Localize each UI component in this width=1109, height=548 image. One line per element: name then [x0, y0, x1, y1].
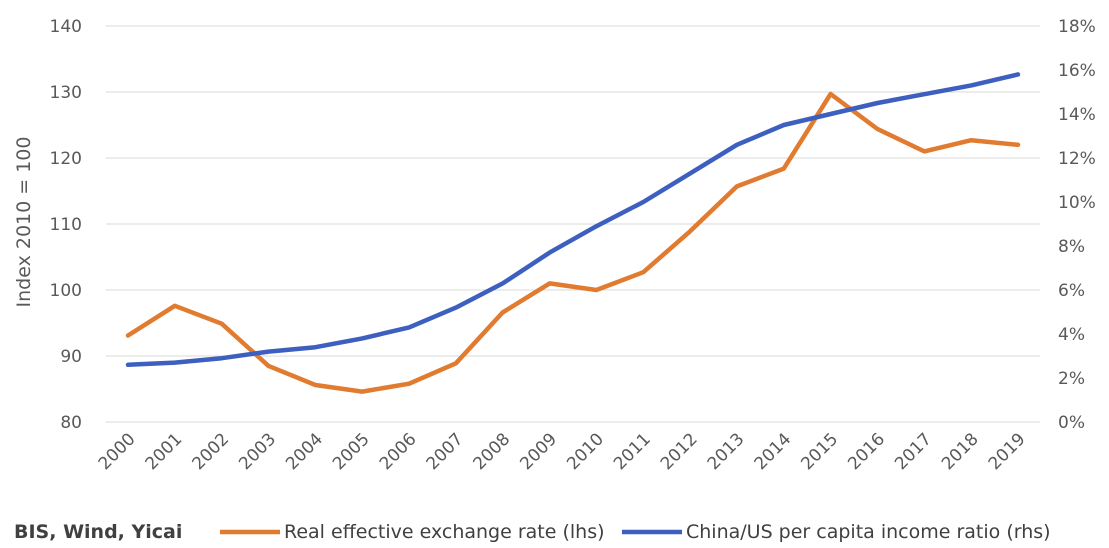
x-tick-2013: 2013 — [704, 429, 749, 474]
x-tick-2004: 2004 — [282, 429, 327, 474]
legend-label-real-effective-exchange-rate: Real effective exchange rate (lhs) — [284, 521, 605, 543]
source-label: BIS, Wind, Yicai — [14, 521, 182, 543]
x-tick-2001: 2001 — [142, 429, 187, 474]
left-tick-90: 90 — [60, 347, 82, 367]
x-tick-2016: 2016 — [844, 429, 889, 474]
x-tick-2007: 2007 — [423, 429, 468, 474]
x-tick-2017: 2017 — [891, 429, 936, 474]
left-tick-120: 120 — [50, 149, 82, 169]
right-tick-16pct: 16% — [1058, 61, 1096, 81]
left-tick-110: 110 — [50, 215, 82, 235]
x-tick-2000: 2000 — [95, 429, 140, 474]
right-tick-18pct: 18% — [1058, 17, 1096, 37]
right-tick-0pct: 0% — [1058, 413, 1085, 433]
x-tick-2019: 2019 — [985, 429, 1030, 474]
x-tick-2006: 2006 — [376, 429, 421, 474]
x-tick-2015: 2015 — [797, 429, 842, 474]
right-tick-12pct: 12% — [1058, 149, 1096, 169]
left-tick-100: 100 — [50, 281, 82, 301]
legend: Real effective exchange rate (lhs) China… — [220, 521, 1051, 543]
right-tick-4pct: 4% — [1058, 325, 1085, 345]
series-line-real-effective-exchange-rate — [125, 91, 1021, 394]
x-tick-2010: 2010 — [563, 429, 608, 474]
right-tick-14pct: 14% — [1058, 105, 1096, 125]
x-tick-2014: 2014 — [751, 429, 796, 474]
x-tick-2002: 2002 — [188, 429, 233, 474]
series-layer — [125, 72, 1021, 394]
left-tick-80: 80 — [60, 413, 82, 433]
x-tick-2009: 2009 — [516, 429, 561, 474]
left-axis-ticks: 80 90 100 110 120 130 140 — [50, 17, 82, 433]
left-tick-140: 140 — [50, 17, 82, 37]
x-tick-2012: 2012 — [657, 429, 702, 474]
right-axis-ticks: 0% 2% 4% 6% 8% 10% 12% 14% 16% 18% — [1058, 17, 1096, 433]
right-tick-10pct: 10% — [1058, 193, 1096, 213]
right-tick-2pct: 2% — [1058, 369, 1085, 389]
legend-label-china-us-income-ratio: China/US per capita income ratio (rhs) — [686, 521, 1051, 543]
x-axis-ticks: 2000 2001 2002 2003 2004 2005 2006 2007 2008 2009… — [95, 429, 1030, 474]
x-tick-2011: 2011 — [610, 429, 655, 474]
gridlines — [106, 25, 1040, 423]
x-tick-2005: 2005 — [329, 429, 374, 474]
right-tick-8pct: 8% — [1058, 237, 1085, 257]
x-tick-2018: 2018 — [938, 429, 983, 474]
series-line-china-us-income-ratio — [125, 72, 1021, 368]
x-tick-2008: 2008 — [470, 429, 515, 474]
left-tick-130: 130 — [50, 83, 82, 103]
right-tick-6pct: 6% — [1058, 281, 1085, 301]
x-tick-2003: 2003 — [235, 429, 280, 474]
left-axis-label: Index 2010 = 100 — [13, 137, 35, 308]
